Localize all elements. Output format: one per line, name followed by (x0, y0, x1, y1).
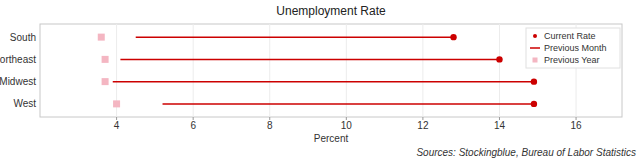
previous-month-line (113, 81, 534, 83)
previous-year-marker (102, 56, 109, 63)
grid-line (193, 24, 194, 117)
previous-month-line (163, 103, 534, 105)
legend: Current Rate Previous Month Previous Year (526, 28, 620, 68)
tick-label: 16 (570, 120, 582, 131)
category-label: West (13, 98, 36, 109)
grid-line (422, 24, 423, 117)
source: Sources: Stockingblue, Bureau of Labor S… (416, 147, 636, 158)
grid-line (346, 24, 347, 117)
category-label: South (10, 32, 36, 43)
legend-key (533, 58, 538, 63)
category-label: Northeast (0, 54, 36, 65)
current-rate-marker (450, 34, 456, 40)
tick-label: 6 (190, 120, 196, 131)
legend-key (533, 34, 537, 38)
previous-year-marker (113, 100, 120, 107)
previous-year-marker (98, 34, 105, 41)
legend-label: Previous Year (544, 55, 600, 65)
category-label: Midwest (0, 76, 36, 87)
legend-label: Current Rate (544, 31, 596, 41)
plot-frame (40, 24, 622, 117)
legend-key (530, 47, 540, 49)
grid-line (269, 24, 270, 117)
chart: Unemployment Rate 4 6 8 10 12 14 16 South Northea… (0, 0, 640, 160)
marks (98, 34, 537, 108)
previous-month-line (120, 59, 499, 61)
previous-month-line (136, 36, 454, 38)
axis-label: Percent (314, 133, 349, 144)
tick-label: 14 (494, 120, 506, 131)
current-rate-marker (496, 56, 502, 62)
legend-label: Previous Month (544, 43, 607, 53)
title: Unemployment Rate (276, 4, 386, 18)
tick-label: 10 (341, 120, 353, 131)
current-rate-marker (531, 78, 537, 84)
grid-line (499, 24, 500, 117)
tick-label: 8 (267, 120, 273, 131)
tick-label: 12 (417, 120, 429, 131)
current-rate-marker (531, 101, 537, 107)
previous-year-marker (102, 78, 109, 85)
legend-box (526, 28, 620, 68)
tick-label: 4 (114, 120, 120, 131)
